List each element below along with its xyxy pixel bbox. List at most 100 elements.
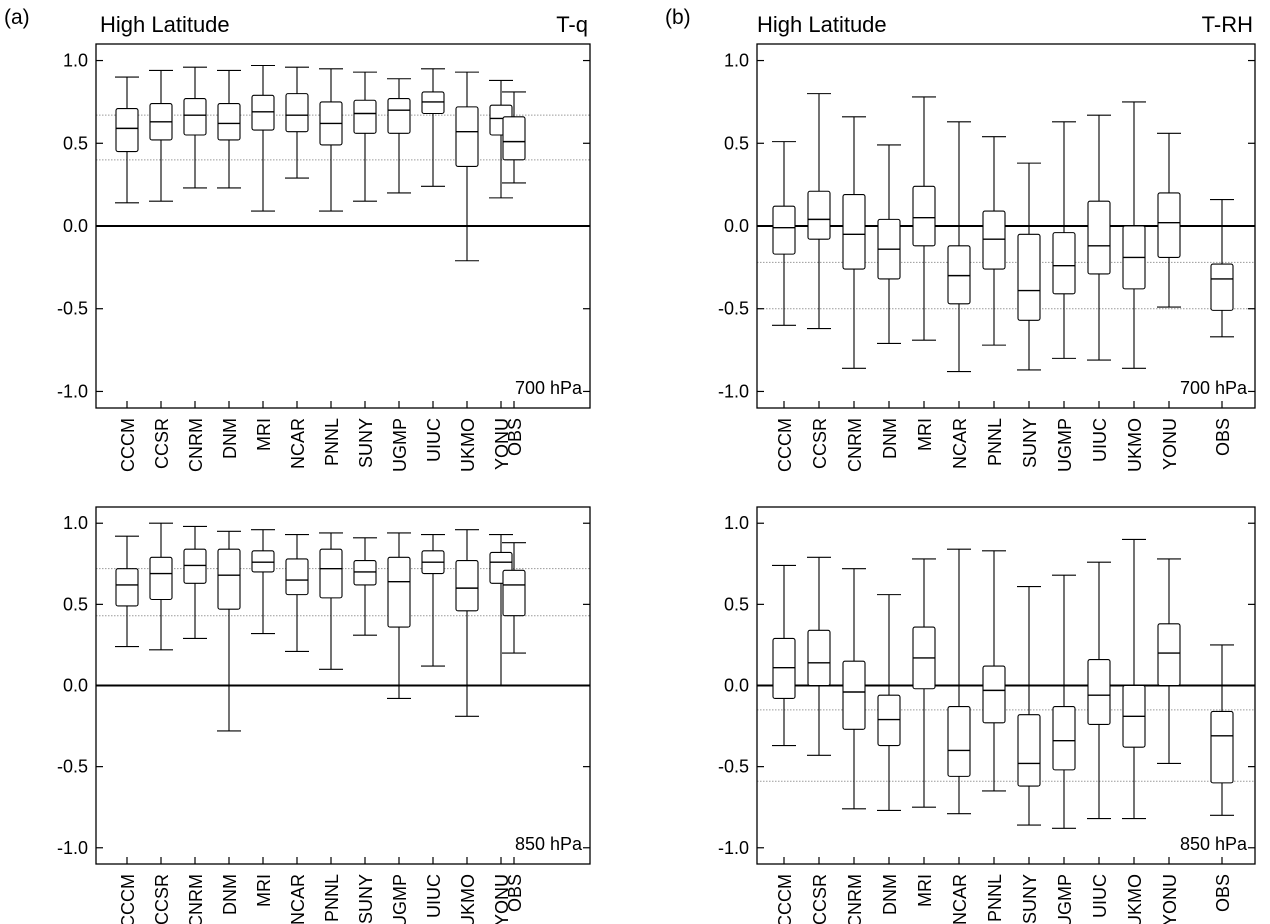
box-suny [353, 537, 377, 636]
x-tick-label-ugmp: UGMP [1055, 874, 1075, 924]
box-ccsr [149, 69, 173, 202]
box-uiuc [1087, 561, 1111, 820]
plot-frame [95, 506, 591, 865]
y-tick-label: 0.5 [63, 133, 88, 153]
box-ugmp [1052, 574, 1076, 829]
interquartile-box [1087, 658, 1111, 725]
y-tick-label: 0.5 [63, 594, 88, 614]
box-dnm [217, 530, 241, 732]
box-obs [1210, 198, 1234, 338]
x-tick-label-ukmo: UKMO [1125, 418, 1145, 472]
x-tick-label-cnrm: CNRM [186, 874, 206, 924]
box-obs [502, 542, 526, 654]
y-tick-label: 0.0 [63, 676, 88, 696]
box-dnm [877, 594, 901, 812]
box-ncar [947, 548, 971, 815]
y-tick-label: -0.5 [57, 299, 88, 319]
x-tick-label-ncar: NCAR [288, 874, 308, 924]
x-tick-label-ccsr: CCSR [810, 874, 830, 924]
chart-panel-2: 1.0 0.5 0.0 -0.5 -1.0 CCCM CCSR CNRM DNM MRI NCAR P… [718, 12, 1256, 472]
box-ukmo [455, 71, 479, 262]
x-tick-label-yonu: YONU [1160, 418, 1180, 470]
interquartile-box [842, 660, 866, 730]
x-tick-label-pnnl: PNNL [322, 874, 342, 922]
interquartile-box [217, 548, 241, 610]
interquartile-box [217, 103, 241, 141]
x-tick-label-dnm: DNM [220, 874, 240, 915]
x-tick-label-obs: OBS [505, 418, 525, 456]
interquartile-box [183, 98, 207, 136]
interquartile-box [502, 569, 526, 617]
box-ncar [285, 534, 309, 652]
interquartile-box [1052, 706, 1076, 771]
chart-panel-4: 1.0 0.5 0.0 -0.5 -1.0 CCCM CCSR CNRM DNM MRI NCAR P… [718, 506, 1256, 924]
x-tick-label-obs: OBS [1213, 874, 1233, 912]
x-tick-label-mri: MRI [254, 874, 274, 907]
chart-panel-1: 1.0 0.5 0.0 -0.5 -1.0 CCCM CCSR CNRM DNM MRI NCAR P… [57, 12, 591, 472]
y-tick-label: -0.5 [718, 757, 749, 777]
x-tick-label-cnrm: CNRM [845, 874, 865, 924]
box-ccsr [807, 556, 831, 756]
x-tick-label-yonu: YONU [1160, 874, 1180, 924]
interquartile-box [149, 556, 173, 601]
interquartile-box [772, 637, 796, 700]
box-cnrm [842, 116, 866, 369]
pressure-level-label: 850 hPa [1180, 834, 1248, 854]
box-ukmo [1122, 538, 1146, 820]
box-pnnl [319, 532, 343, 670]
x-tick-label-ccsr: CCSR [152, 418, 172, 469]
interquartile-box [1157, 192, 1181, 258]
plot-frame [756, 506, 1256, 865]
box-ncar [285, 66, 309, 179]
y-tick-label: -1.0 [57, 381, 88, 401]
x-tick-label-ccsr: CCSR [152, 874, 172, 924]
x-tick-label-uiuc: UIUC [424, 874, 444, 918]
box-uiuc [421, 68, 445, 187]
y-tick-label: -1.0 [57, 838, 88, 858]
x-tick-label-ncar: NCAR [950, 874, 970, 924]
box-cnrm [842, 568, 866, 810]
variable-label: T-RH [1202, 12, 1253, 37]
y-tick-label: -1.0 [718, 381, 749, 401]
y-tick-label: 0.0 [724, 216, 749, 236]
x-tick-label-ukmo: UKMO [1125, 874, 1145, 924]
box-suny [1017, 585, 1041, 826]
interquartile-box [877, 694, 901, 747]
interquartile-box [387, 556, 411, 628]
x-tick-label-uiuc: UIUC [424, 418, 444, 462]
box-ccsr [149, 522, 173, 651]
x-tick-label-cnrm: CNRM [845, 418, 865, 472]
panel-letter-b: (b) [665, 6, 691, 29]
interquartile-box [1017, 714, 1041, 787]
box-cnrm [183, 525, 207, 639]
box-ncar [947, 121, 971, 373]
y-tick-label: -0.5 [718, 299, 749, 319]
box-pnnl [982, 136, 1006, 346]
plot-frame [95, 43, 591, 409]
x-tick-label-ccsr: CCSR [810, 418, 830, 469]
box-yonu [1157, 558, 1181, 764]
x-tick-label-ukmo: UKMO [458, 874, 478, 924]
pressure-level-label: 700 hPa [1180, 378, 1248, 398]
interquartile-box [912, 185, 936, 247]
y-tick-label: 0.5 [724, 594, 749, 614]
box-ccsr [807, 93, 831, 330]
x-tick-label-cccm: CCCM [775, 418, 795, 472]
x-tick-label-dnm: DNM [220, 418, 240, 459]
y-tick-label: 0.0 [724, 676, 749, 696]
interquartile-box [1017, 233, 1041, 321]
interquartile-box [251, 550, 275, 573]
panel-letter-a: (a) [4, 6, 30, 29]
pressure-level-label: 700 hPa [515, 378, 583, 398]
interquartile-box [455, 106, 479, 167]
y-tick-label: 1.0 [724, 51, 749, 71]
interquartile-box [353, 99, 377, 134]
box-ukmo [1122, 101, 1146, 369]
panel-title: High Latitude [100, 12, 230, 37]
x-tick-label-ukmo: UKMO [458, 418, 478, 472]
interquartile-box [285, 93, 309, 133]
interquartile-box [1210, 710, 1234, 784]
interquartile-box [1210, 263, 1234, 311]
interquartile-box [807, 629, 831, 687]
